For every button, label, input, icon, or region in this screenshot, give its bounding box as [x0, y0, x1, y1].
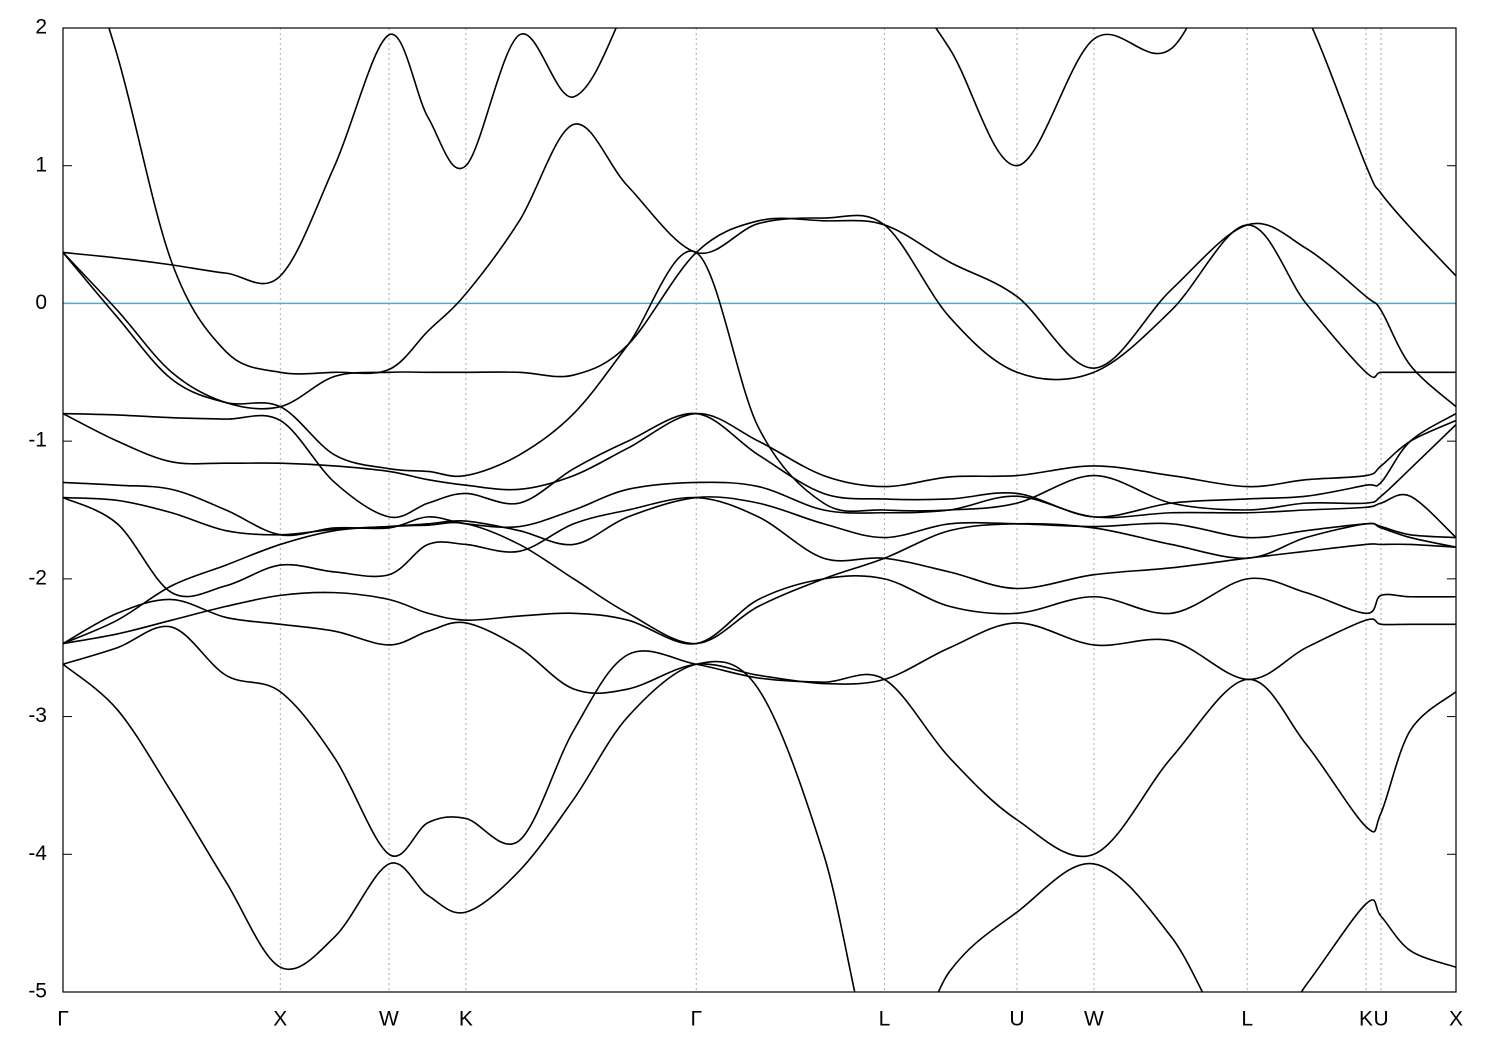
y-tick-label: 0: [35, 291, 47, 314]
x-tick-label: Γ: [57, 1008, 69, 1031]
x-tick-label: L: [1241, 1008, 1253, 1031]
x-tick-label: Γ: [690, 1008, 702, 1031]
x-tick-label: U: [1009, 1008, 1024, 1031]
plot-frame: [62, 27, 1457, 993]
x-tick-label: X: [1449, 1008, 1463, 1031]
band-line: [63, 217, 1456, 410]
y-tick-label: -1: [28, 429, 47, 452]
x-tick-label: K: [1359, 1008, 1373, 1031]
x-tick-label: K: [459, 1008, 473, 1031]
band-line: [63, 521, 1456, 645]
band-line: [63, 28, 1456, 285]
y-tick-label: -5: [28, 980, 47, 1003]
band-line: [63, 496, 1456, 546]
x-tick-label: X: [273, 1008, 287, 1031]
band-line: [63, 412, 1456, 519]
band-line: [63, 598, 1456, 694]
band-line: [63, 250, 1456, 513]
band-line: [63, 412, 1456, 491]
band-line: [63, 496, 1456, 598]
x-tick-label: W: [379, 1008, 399, 1031]
x-tick-label: U: [1373, 1008, 1388, 1031]
y-tick-label: -4: [28, 842, 47, 865]
x-tick-label: W: [1084, 1008, 1104, 1031]
y-tick-label: -2: [28, 566, 47, 589]
y-tick-label: -3: [28, 704, 47, 727]
band-line: [63, 625, 1456, 858]
series-layer: [63, 28, 1456, 992]
band-line: [63, 660, 1456, 992]
y-tick-label: 1: [35, 153, 47, 176]
band-line: [108, 28, 1456, 381]
x-tick-label: L: [879, 1008, 891, 1031]
y-tick-label: 2: [35, 16, 47, 39]
band-line: [63, 575, 1456, 645]
band-line: [63, 481, 1456, 539]
